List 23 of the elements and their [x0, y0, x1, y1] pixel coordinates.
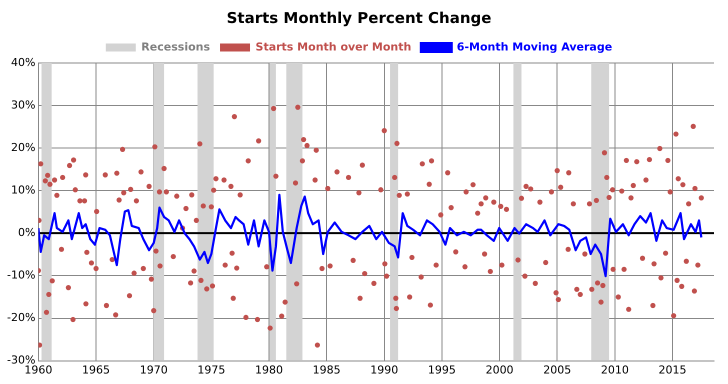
legend-label: Recessions [141, 40, 210, 54]
x-tick-label: 1980 [254, 363, 283, 376]
legend-label: Starts Month over Month [256, 40, 412, 54]
y-tick-label: 0% [18, 226, 36, 240]
x-tick-label: 1975 [197, 363, 226, 376]
y-tick-label: 40% [10, 56, 36, 69]
y-tick-label: 10% [10, 183, 36, 196]
x-tick-label: 1960 [24, 363, 52, 376]
y-tick-label: 20% [10, 140, 36, 154]
x-tick-label: 1985 [312, 363, 341, 376]
x-tick-label: 1990 [370, 363, 398, 376]
y-tick-label: -10% [6, 268, 36, 282]
x-tick-label: 2010 [600, 363, 629, 376]
x-tick-label: 1965 [82, 363, 110, 376]
x-tick-label: 2015 [658, 363, 686, 376]
chart-title: Starts Monthly Percent Change [226, 8, 492, 27]
y-tick-label: -20% [6, 311, 36, 324]
legend-label: 6-Month Moving Average [456, 40, 612, 54]
x-tick-label: 2005 [543, 363, 572, 376]
x-tick-label: 2000 [486, 363, 514, 376]
x-tick-label: 1970 [140, 363, 168, 376]
y-tick-label: 30% [10, 98, 36, 112]
x-tick-label: 1995 [428, 363, 456, 376]
